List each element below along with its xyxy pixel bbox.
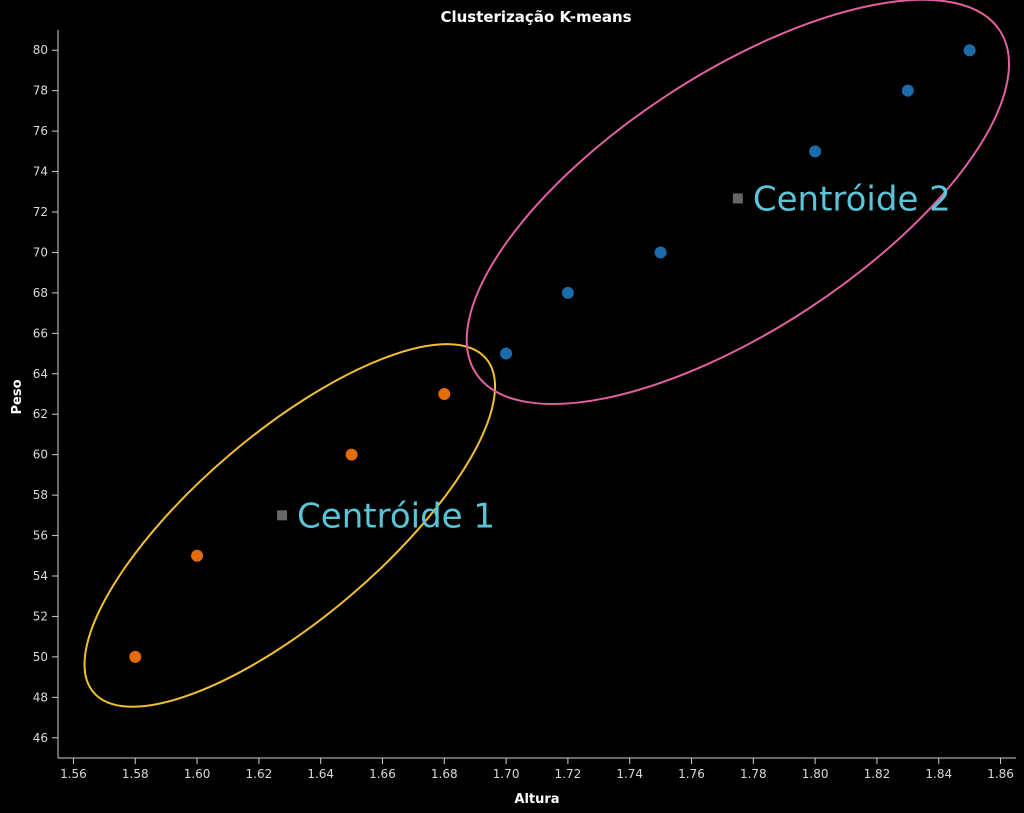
y-tick-label: 76	[33, 124, 48, 138]
y-tick-label: 60	[33, 448, 48, 462]
x-tick-label: 1.62	[246, 767, 273, 781]
x-tick-label: 1.76	[678, 767, 705, 781]
y-tick-label: 62	[33, 407, 48, 421]
y-tick-label: 80	[33, 43, 48, 57]
y-tick-label: 70	[33, 245, 48, 259]
y-tick-label: 52	[33, 609, 48, 623]
x-tick-label: 1.84	[925, 767, 952, 781]
cluster-outlines	[83, 0, 1010, 708]
y-tick-label: 74	[33, 165, 48, 179]
y-tick-label: 46	[33, 731, 48, 745]
x-tick-label: 1.58	[122, 767, 149, 781]
x-tick-label: 1.68	[431, 767, 458, 781]
cluster-2-outline	[465, 0, 1010, 405]
centroid-2-marker	[732, 193, 743, 204]
cluster-2-point	[808, 144, 823, 159]
x-tick-label: 1.60	[184, 767, 211, 781]
cluster-2-point	[653, 245, 668, 260]
x-axis: 1.56 1.58 1.60 1.62 1.64 1.66 1.68 1.70 1.72 1.74…	[58, 757, 1016, 781]
x-tick-label: 1.66	[369, 767, 396, 781]
y-tick-label: 56	[33, 529, 48, 543]
y-tick-label: 72	[33, 205, 48, 219]
cluster-2-point	[499, 346, 514, 361]
y-tick-label: 48	[33, 690, 48, 704]
x-tick-label: 1.86	[987, 767, 1014, 781]
cluster-2-point	[900, 83, 915, 98]
y-tick-label: 66	[33, 326, 48, 340]
x-tick-label: 1.82	[864, 767, 891, 781]
y-tick-label: 68	[33, 286, 48, 300]
y-tick-label: 58	[33, 488, 48, 502]
centroids: Centróide 1 Centróide 2	[277, 179, 951, 536]
y-axis-title: Peso	[10, 379, 25, 414]
y-tick-label: 78	[33, 84, 48, 98]
y-tick-label: 54	[33, 569, 48, 583]
x-tick-label: 1.64	[307, 767, 334, 781]
data-points	[128, 43, 977, 664]
cluster-1-outline	[83, 343, 497, 708]
y-tick-label: 50	[33, 650, 48, 664]
x-tick-label: 1.56	[60, 767, 87, 781]
cluster-1-point	[344, 447, 359, 462]
cluster-1-point	[437, 387, 452, 401]
x-tick-label: 1.78	[740, 767, 767, 781]
centroid-1-label: Centróide 1	[297, 496, 495, 536]
x-axis-title: Altura	[514, 792, 559, 807]
cluster-2-point	[560, 285, 575, 300]
cluster-2-point	[962, 43, 977, 58]
x-tick-label: 1.74	[616, 767, 643, 781]
y-tick-label: 64	[33, 367, 48, 381]
x-tick-label: 1.70	[493, 767, 520, 781]
centroid-1-marker	[277, 510, 288, 521]
x-tick-label: 1.72	[555, 767, 582, 781]
centroid-2-label: Centróide 2	[753, 179, 951, 219]
cluster-1-point	[190, 548, 205, 563]
chart-title: Clusterização K-means	[440, 8, 631, 26]
x-tick-label: 1.80	[802, 767, 829, 781]
cluster-1-point	[128, 649, 143, 664]
y-axis: 46 48 50 52 54 56 58 60 62 64 66 68 70 72 74 76 78 80	[33, 30, 59, 758]
